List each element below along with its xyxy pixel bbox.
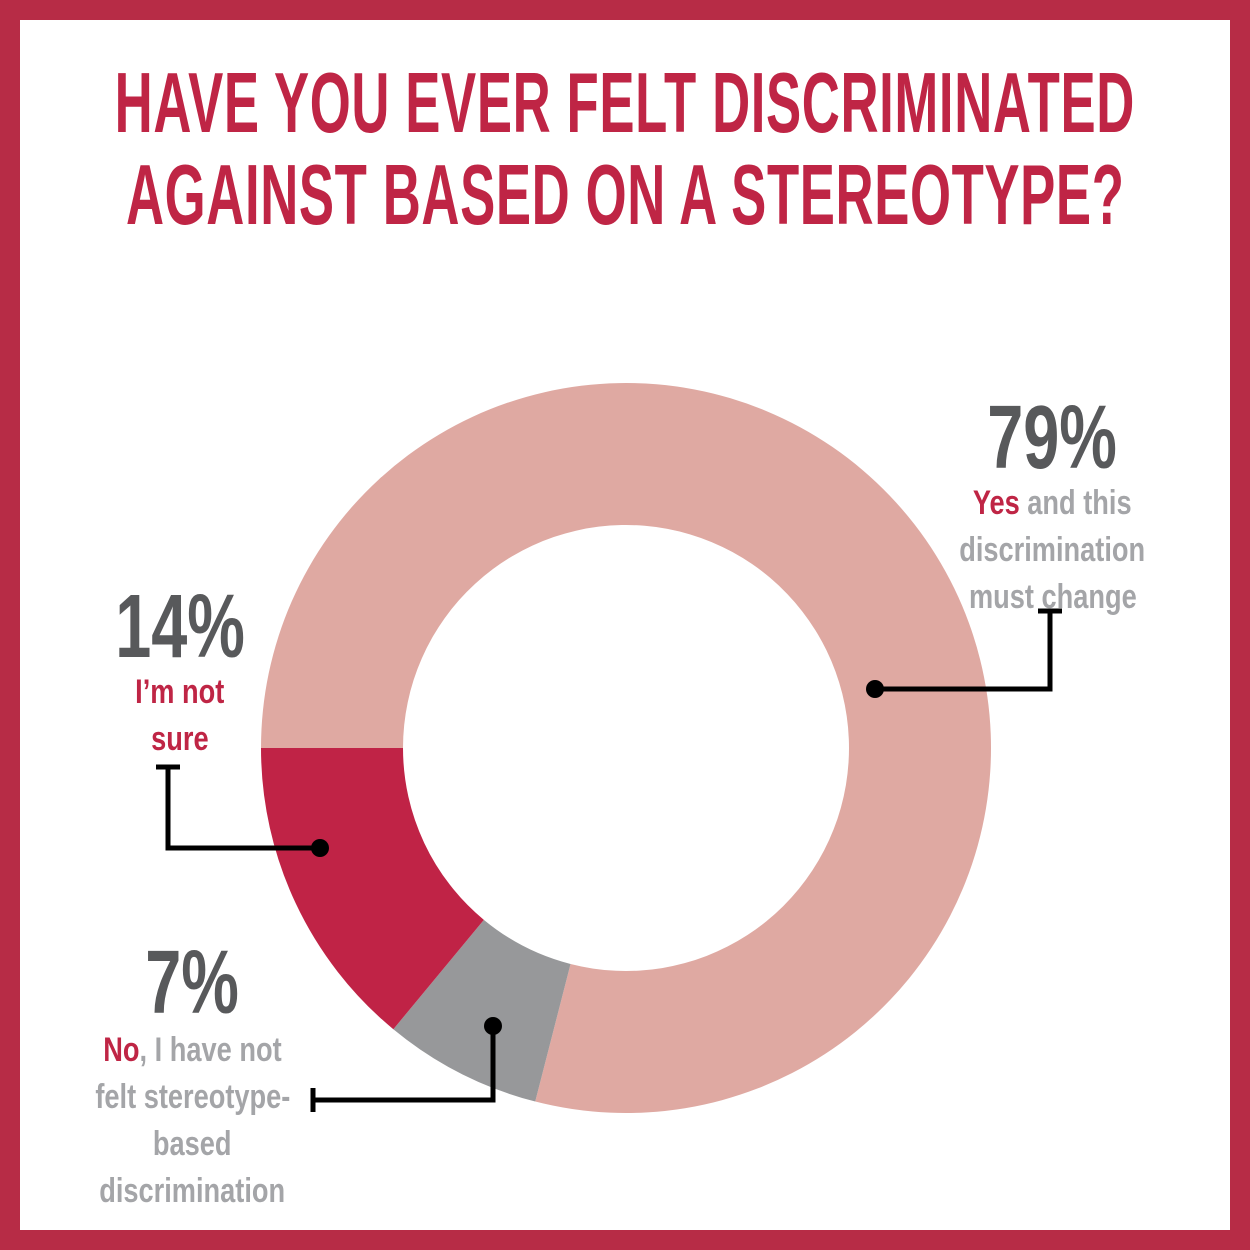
label-not-sure: 14% I’m not sure — [60, 582, 300, 766]
title-line-2: AGAINST BASED ON A STEREOTYPE? — [125, 148, 1125, 243]
label-line: based — [153, 1125, 232, 1163]
label-text-no: No, I have not felt stereotype-based discr… — [60, 1030, 325, 1218]
pct-yes: 79% — [987, 388, 1118, 488]
label-line: Yes and this — [973, 484, 1132, 522]
label-text-yes: Yes and this discrimination must change — [910, 483, 1195, 624]
label-line: sure — [151, 720, 209, 758]
leader-line-no — [313, 1026, 496, 1103]
donut-segment-not_sure — [261, 748, 484, 1030]
leader-lines — [156, 608, 1062, 1112]
donut-segment-no — [393, 919, 571, 1102]
donut-segment-yes — [261, 383, 991, 1114]
page-title: HAVE YOU EVER FELT DISCRIMINATED AGAINST… — [0, 58, 1250, 242]
donut-segments — [261, 383, 991, 1114]
label-line: discrimination — [959, 531, 1146, 569]
leader-dot-yes — [866, 680, 884, 698]
label-text-not-sure: I’m not sure — [60, 672, 300, 766]
label-line: discrimination — [99, 1172, 286, 1210]
label-no: 7% No, I have not felt stereotype-based di… — [60, 938, 325, 1218]
pct-no: 7% — [145, 933, 240, 1033]
pct-not-sure: 14% — [115, 577, 245, 677]
label-line: No, I have not — [103, 1031, 282, 1069]
title-line-1: HAVE YOU EVER FELT DISCRIMINATED — [114, 56, 1136, 151]
label-line: must change — [968, 578, 1137, 616]
leader-dot-no — [484, 1017, 502, 1035]
leader-line-yes — [875, 611, 1053, 692]
label-line: I’m not — [135, 673, 225, 711]
leader-line-not-sure — [165, 767, 320, 851]
label-line: felt stereotype- — [94, 1078, 290, 1116]
leader-dot-not-sure — [311, 839, 329, 857]
label-yes: 79% Yes and this discrimination must chang… — [910, 393, 1195, 624]
